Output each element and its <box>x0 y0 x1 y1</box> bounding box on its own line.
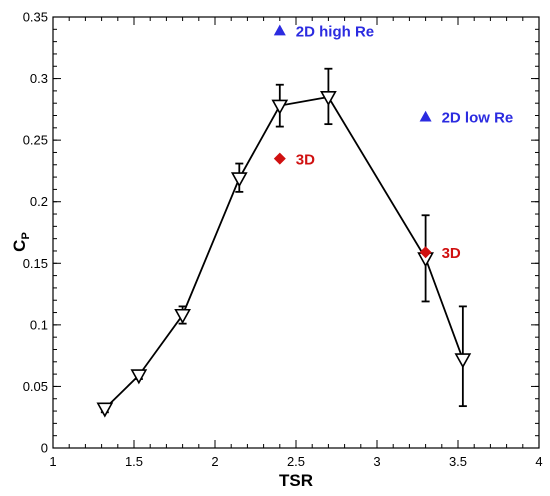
annotation-label-3d: 3D <box>442 245 461 262</box>
plot-frame <box>52 16 540 449</box>
y-tick-label: 0.2 <box>30 194 48 209</box>
data-point-3d <box>273 152 286 165</box>
x-tick-label: 3.5 <box>449 454 467 469</box>
annotation-label-2d: 2D low Re <box>442 110 514 127</box>
data-point-3d <box>419 246 432 259</box>
x-tick-label: 2 <box>211 454 218 469</box>
y-tick-label: 0.1 <box>30 317 48 332</box>
data-point-2d <box>419 110 432 122</box>
y-axis-title: CP <box>10 232 32 252</box>
axis-ticks <box>52 16 540 449</box>
y-tick-label: 0.25 <box>23 133 48 148</box>
y-tick-label: 0.05 <box>23 379 48 394</box>
data-point-marker <box>271 99 289 115</box>
svg-text:CP: CP <box>10 232 32 252</box>
series-layer: 2D high Re 2D low Re 3D 3D <box>96 24 514 418</box>
data-point-2d <box>273 24 286 36</box>
x-axis-title: TSR <box>279 471 313 490</box>
data-point-marker <box>454 353 472 369</box>
x-tick-label: 3 <box>373 454 380 469</box>
data-point-marker <box>174 308 191 325</box>
x-tick-label: 4 <box>535 454 542 469</box>
data-point-marker <box>96 402 114 418</box>
series-line <box>104 96 464 410</box>
annotation-label-3d: 3D <box>296 152 315 169</box>
y-tick-label: 0.3 <box>30 71 48 86</box>
y-axis-title-sub: P <box>20 232 32 239</box>
data-point-marker <box>320 90 337 107</box>
data-point-marker <box>230 172 248 188</box>
y-tick-label: 0.15 <box>23 256 48 271</box>
annotation-label-2d: 2D high Re <box>296 24 374 41</box>
data-point-marker <box>130 369 148 385</box>
tick-labels: 1 1.5 2 2.5 3 3.5 4 0 0.05 0.1 0.15 0.2 0.25 0.3 0.35 <box>23 10 543 470</box>
y-tick-label: 0 <box>41 441 48 456</box>
x-tick-label: 1.5 <box>125 454 143 469</box>
x-tick-label: 1 <box>49 454 56 469</box>
y-tick-label: 0.35 <box>23 10 48 25</box>
y-axis-title-main: C <box>10 240 29 252</box>
x-tick-label: 2.5 <box>287 454 305 469</box>
